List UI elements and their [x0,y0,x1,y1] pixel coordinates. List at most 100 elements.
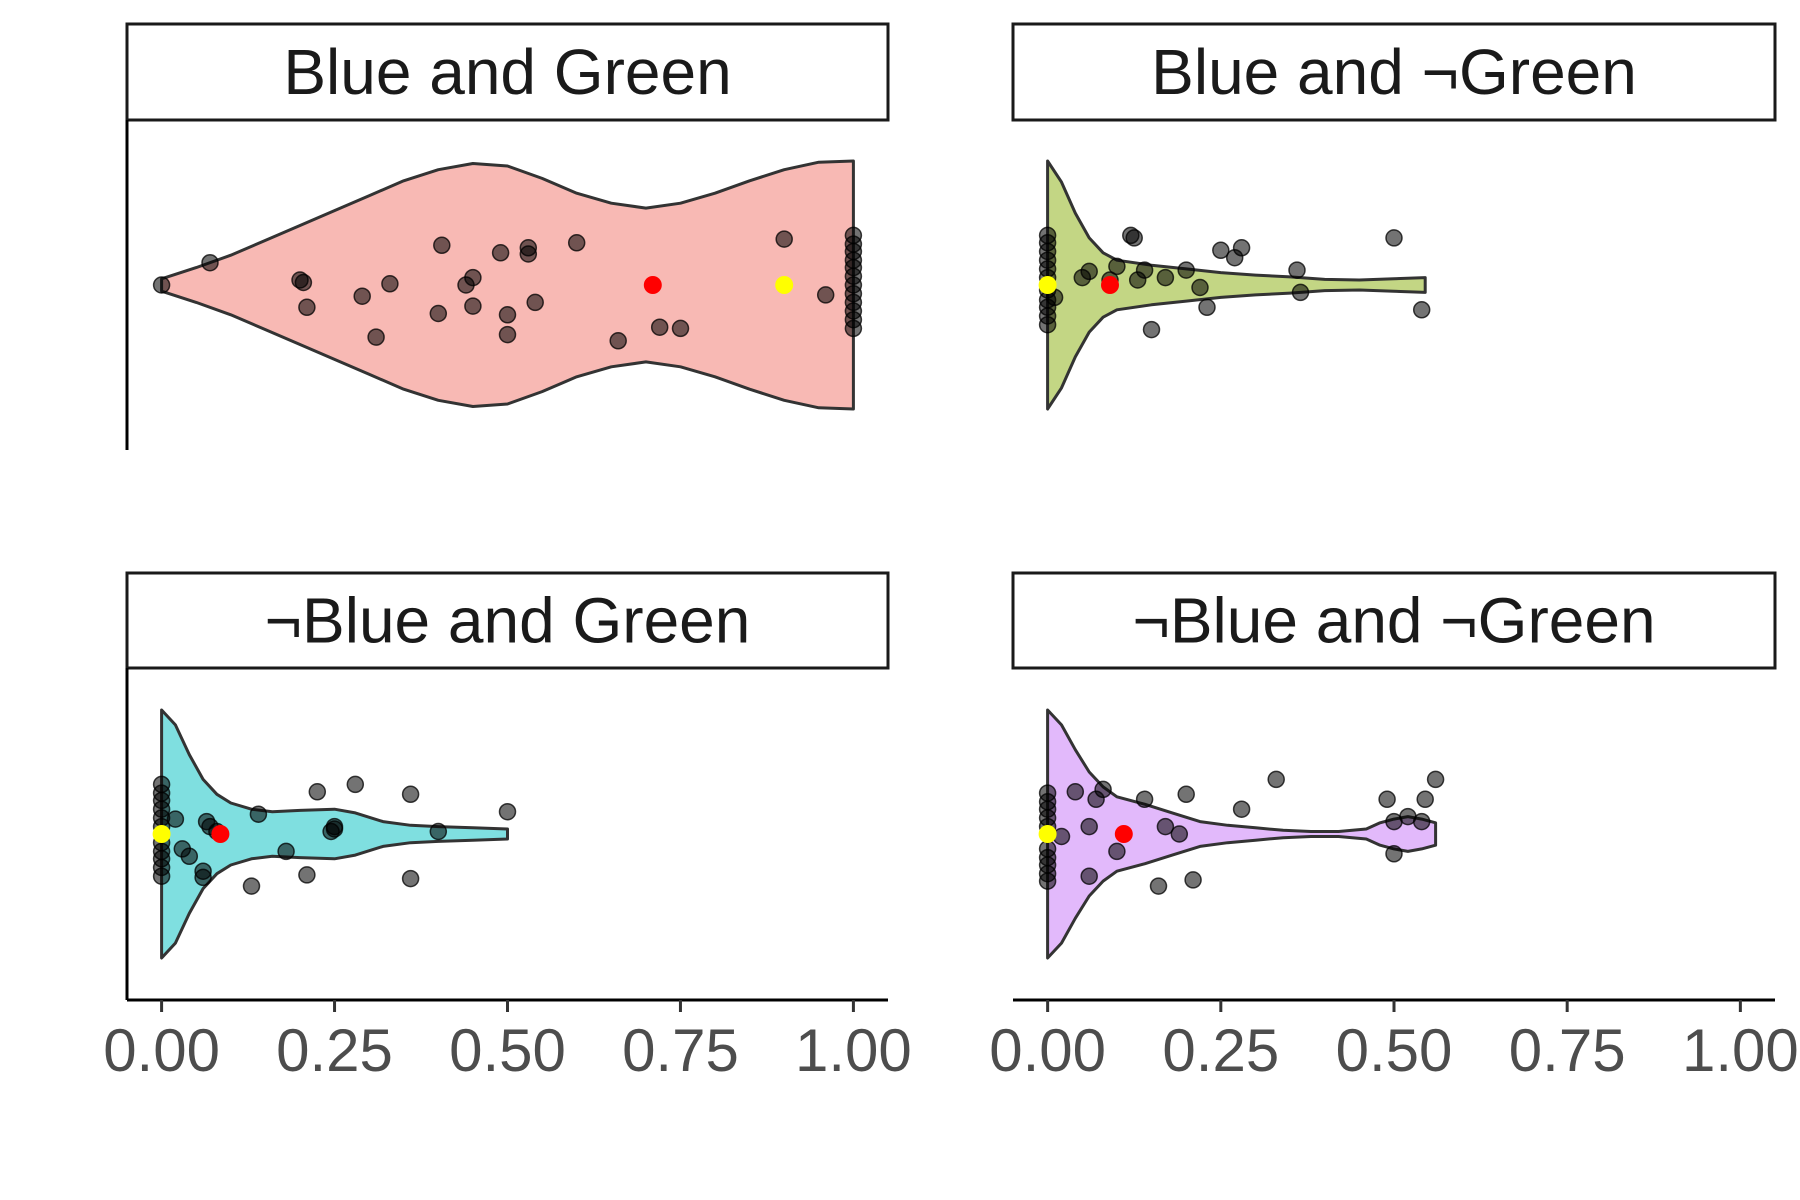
data-point [1232,239,1251,257]
data-point [1156,817,1175,836]
median-marker [775,276,794,294]
strip-box [125,571,890,670]
strip-title: Blue and Green [283,36,731,108]
mean-marker [1114,825,1133,843]
strip-title: Blue and ¬Green [1151,36,1637,108]
data-point [429,304,448,323]
data-point [844,319,863,338]
x-tick-label: 0.75 [1509,1017,1626,1084]
data-point [1288,261,1306,279]
data-point [1156,268,1175,287]
x-tick-label: 1.00 [795,1017,912,1084]
data-point [1416,790,1434,809]
data-point [567,234,586,252]
data-point [1177,785,1195,804]
x-tick-label: 0.50 [1336,1017,1453,1084]
data-point [1125,229,1143,247]
data-point [353,287,371,305]
mean-marker [1101,276,1119,294]
data-point [1038,872,1057,890]
data-point [180,847,199,866]
data-point [401,869,420,888]
mean-marker [211,825,230,843]
data-point [491,244,510,262]
data-point [1080,817,1098,836]
data-point [1412,301,1431,319]
data-point [298,298,316,317]
data-point [1066,783,1085,801]
data-point [367,328,385,346]
data-point [294,273,313,292]
panel-1: Blue and Green [125,22,890,450]
data-point [194,862,212,880]
x-tick-label: 0.75 [622,1017,739,1084]
strip-box [1011,571,1777,670]
strip-box [1011,22,1777,122]
data-point [1094,780,1112,799]
data-point [650,318,669,336]
data-point [1412,812,1431,831]
panels-layer: Blue and Green Blue and ¬Green ¬Blue and G… [103,22,1799,1084]
data-point [1135,790,1154,809]
strip-title: ¬Blue and ¬Green [1132,585,1655,657]
x-tick-label: 0.50 [449,1017,566,1084]
data-point [464,268,482,287]
data-point [1291,283,1310,302]
x-tick-label: 0.00 [103,1017,220,1084]
panel-4: ¬Blue and ¬Green 0.00 0.25 0.50 0.75 1.00 [989,571,1799,1084]
data-point [1385,229,1403,247]
violin-shape [160,159,855,411]
data-point [498,802,517,821]
data-point [1267,770,1285,789]
data-point [498,306,517,324]
data-point [401,785,420,804]
median-marker [1038,276,1057,294]
data-point [498,325,517,344]
data-point [1378,790,1396,809]
data-point [1184,871,1202,889]
data-point [1080,867,1098,885]
data-point [816,286,835,304]
x-tick-label: 1.00 [1682,1017,1799,1084]
data-point [1191,278,1209,297]
x-tick-label: 0.25 [1162,1017,1279,1084]
data-point [1426,770,1445,789]
data-point [242,877,261,895]
data-point [1198,298,1216,317]
data-point [429,822,448,841]
data-point [1170,825,1189,843]
data-point [775,230,793,248]
data-point [609,332,627,350]
panel-2: Blue and ¬Green [1011,22,1777,411]
median-marker [1038,825,1057,843]
data-point [1080,262,1098,281]
data-point [152,867,171,885]
x-tick-label: 0.00 [989,1017,1106,1084]
x-tick-label: 0.25 [276,1017,393,1084]
data-point [526,293,544,312]
data-point [277,842,295,861]
violin-shape [1046,708,1438,960]
data-point [346,775,365,794]
strip-box [125,22,890,122]
data-point [249,805,268,823]
data-point [1385,845,1403,863]
data-point [1135,261,1154,279]
data-point [325,820,344,838]
data-point [1232,800,1251,818]
data-point [1108,257,1126,276]
data-point [152,276,171,294]
data-point [1108,842,1126,861]
data-point [1142,320,1161,339]
panel-3: ¬Blue and Green 0.00 0.25 0.50 0.75 1.00 [103,571,912,1084]
data-point [201,253,219,272]
data-point [1212,241,1230,260]
data-point [381,275,399,293]
data-point [1177,261,1195,279]
median-marker [152,825,171,843]
data-point [433,236,451,255]
strip-title: ¬Blue and Green [265,585,751,657]
data-point [166,810,185,828]
data-point [464,297,482,315]
